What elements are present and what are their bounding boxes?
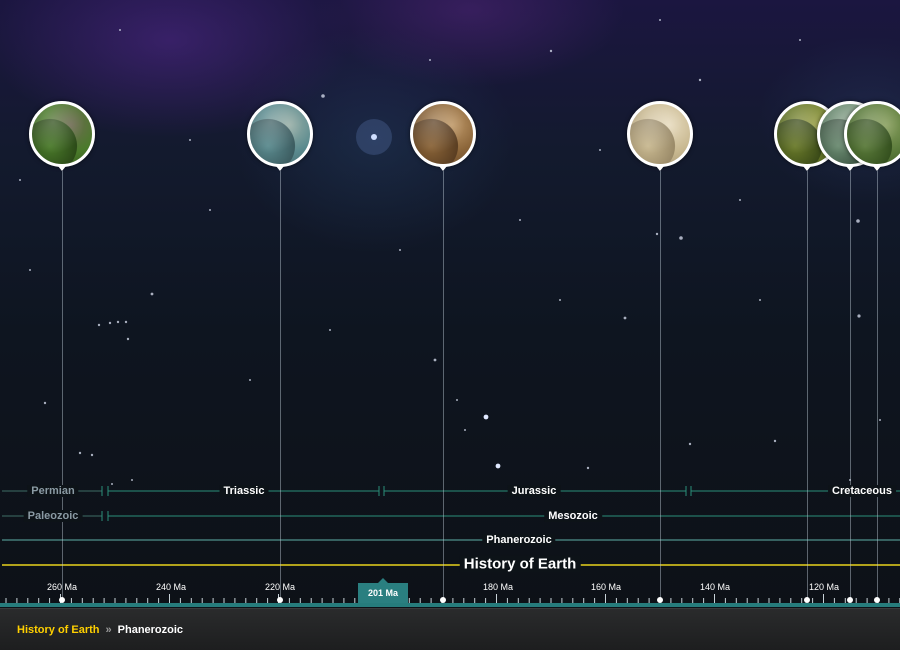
star [698, 78, 702, 82]
star [19, 179, 21, 181]
star [483, 414, 489, 420]
axis-tick-label: 180 Ma [482, 582, 514, 592]
star [495, 463, 501, 469]
pin-pointer [439, 166, 447, 171]
star [623, 316, 627, 320]
turtle-event-icon[interactable] [29, 101, 95, 167]
star [679, 236, 683, 240]
star [456, 399, 458, 401]
event-axis-dot [277, 597, 283, 603]
star [659, 19, 661, 21]
star [209, 209, 211, 211]
star [655, 232, 659, 236]
axis-tick-label: 160 Ma [590, 582, 622, 592]
event-axis-dot [874, 597, 880, 603]
star [586, 466, 590, 470]
star [879, 419, 881, 421]
star [519, 219, 521, 221]
star [433, 358, 437, 362]
breadcrumb: History of Earth » Phanerozoic [0, 608, 900, 650]
star [599, 149, 601, 151]
star [124, 320, 128, 324]
star [43, 401, 47, 405]
axis-tick-label: 220 Ma [264, 582, 296, 592]
event-stem [877, 171, 878, 600]
event-axis-dot [847, 597, 853, 603]
star [773, 439, 777, 443]
period-triassic[interactable]: Triassic [219, 485, 269, 497]
star [464, 429, 466, 431]
star [97, 323, 101, 327]
star [126, 337, 130, 341]
pin-pointer [873, 166, 881, 171]
star [799, 39, 801, 41]
axis-tick-label: 140 Ma [699, 582, 731, 592]
event-stem [850, 171, 851, 600]
star [321, 94, 325, 98]
event-axis-dot [440, 597, 446, 603]
marine-reptiles-event-icon[interactable] [247, 101, 313, 167]
star [857, 314, 861, 318]
axis-tick-label: 120 Ma [808, 582, 840, 592]
period-permian[interactable]: Permian [27, 485, 79, 497]
event-stem [443, 171, 444, 600]
star [429, 59, 431, 61]
sauropod-event-icon[interactable] [627, 101, 693, 167]
eon-phanerozoic[interactable]: Phanerozoic [482, 534, 556, 546]
event-stem [62, 171, 63, 600]
star [856, 219, 860, 223]
star [111, 483, 113, 485]
event-stem [807, 171, 808, 600]
axis-tick-label: 240 Ma [155, 582, 187, 592]
pin-pointer [656, 166, 664, 171]
pin-pointer [276, 166, 284, 171]
event-stem [280, 171, 281, 600]
timeline-lines [2, 486, 900, 603]
armored-dinosaur-event-icon[interactable] [844, 101, 900, 167]
star [399, 249, 401, 251]
star [549, 49, 553, 53]
era-mesozoic[interactable]: Mesozoic [544, 510, 602, 522]
star [371, 134, 377, 140]
breadcrumb-current[interactable]: Phanerozoic [117, 623, 184, 636]
star [29, 269, 31, 271]
star [189, 139, 191, 141]
star [108, 321, 112, 325]
star [150, 292, 154, 296]
star [559, 299, 561, 301]
star [131, 479, 133, 481]
breadcrumb-home-link[interactable]: History of Earth [17, 623, 100, 636]
star [849, 479, 851, 481]
event-stem [660, 171, 661, 600]
breadcrumb-separator: » [105, 623, 112, 636]
star [249, 379, 251, 381]
star [329, 329, 331, 331]
star [116, 320, 120, 324]
event-axis-dot [657, 597, 663, 603]
rock-landscape-event-icon[interactable] [410, 101, 476, 167]
period-jurassic[interactable]: Jurassic [507, 485, 561, 497]
period-cretaceous[interactable]: Cretaceous [828, 485, 896, 497]
pin-pointer [846, 166, 854, 171]
stars-layer [19, 19, 881, 485]
star [119, 29, 121, 31]
pin-pointer [803, 166, 811, 171]
star [759, 299, 761, 301]
star [688, 442, 692, 446]
root-history-of-earth[interactable]: History of Earth [459, 555, 581, 573]
timeline-axis-bar[interactable] [0, 603, 900, 607]
star-glow [356, 119, 392, 155]
event-axis-dot [59, 597, 65, 603]
star [78, 451, 82, 455]
star [90, 453, 94, 457]
era-paleozoic[interactable]: Paleozoic [23, 510, 83, 522]
axis-tick-label: 260 Ma [46, 582, 78, 592]
event-axis-dot [804, 597, 810, 603]
current-time-marker[interactable]: 201 Ma [358, 578, 408, 603]
pin-pointer [58, 166, 66, 171]
star [739, 199, 741, 201]
